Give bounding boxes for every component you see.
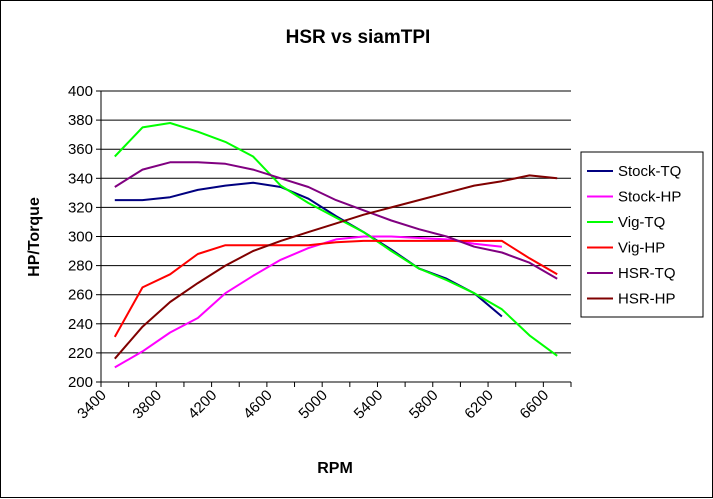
- series-line-vig-tq: [114, 122, 558, 357]
- y-tick-label: 280: [68, 258, 93, 275]
- y-tick-label: 240: [68, 316, 93, 333]
- gridlines: [96, 90, 571, 383]
- series-line-hsr-tq: [114, 161, 558, 280]
- x-tick-label: 6600: [517, 387, 553, 423]
- series-lines: [113, 122, 558, 369]
- x-tick-label: 4600: [240, 387, 276, 423]
- y-tick-label: 400: [68, 83, 93, 100]
- x-tick-label: 3800: [130, 387, 166, 423]
- legend-box: [580, 151, 704, 318]
- axes: [100, 91, 572, 387]
- y-tick-label: 260: [68, 287, 93, 304]
- x-tick-label: 5800: [406, 387, 442, 423]
- series-line-hsr-hp: [114, 174, 558, 360]
- series-line-stock-hp: [114, 235, 503, 369]
- legend-label-stock-hp: Stock-HP: [618, 189, 681, 206]
- y-tick-label: 360: [68, 141, 93, 158]
- legend-label-vig-hp: Vig-HP: [618, 240, 665, 257]
- legend-label-vig-tq: Vig-TQ: [618, 214, 665, 231]
- y-axis-title: HP/Torque: [26, 197, 43, 277]
- x-tick-labels: 3400 3800 4200 4600 5000 5400 5800 6200 6600: [74, 387, 552, 423]
- x-tick-label: 5400: [351, 387, 387, 423]
- y-tick-label: 200: [68, 374, 93, 391]
- x-tick-label: 3400: [74, 387, 110, 423]
- legend-label-hsr-hp: HSR-HP: [618, 291, 676, 308]
- y-tick-label: 340: [68, 170, 93, 187]
- x-tick-label: 5000: [295, 387, 331, 423]
- series-line-vig-hp: [113, 239, 558, 338]
- x-axis-title: RPM: [317, 460, 353, 477]
- legend-label-stock-tq: Stock-TQ: [618, 163, 681, 180]
- chart-title: HSR vs siamTPI: [286, 27, 431, 48]
- x-tick-label: 6200: [461, 387, 497, 423]
- x-tick-label: 4200: [185, 387, 221, 423]
- legend: Stock-TQ Stock-HP Vig-TQ Vig-HP HSR-TQ HSR-HP: [580, 151, 704, 318]
- legend-label-hsr-tq: HSR-TQ: [618, 265, 676, 282]
- y-tick-labels: 200 220 240 260 280 300 320 340 360 380 400: [68, 83, 93, 391]
- y-tick-label: 220: [68, 345, 93, 362]
- y-tick-label: 380: [68, 112, 93, 129]
- y-tick-label: 300: [68, 229, 93, 246]
- y-tick-label: 320: [68, 199, 93, 216]
